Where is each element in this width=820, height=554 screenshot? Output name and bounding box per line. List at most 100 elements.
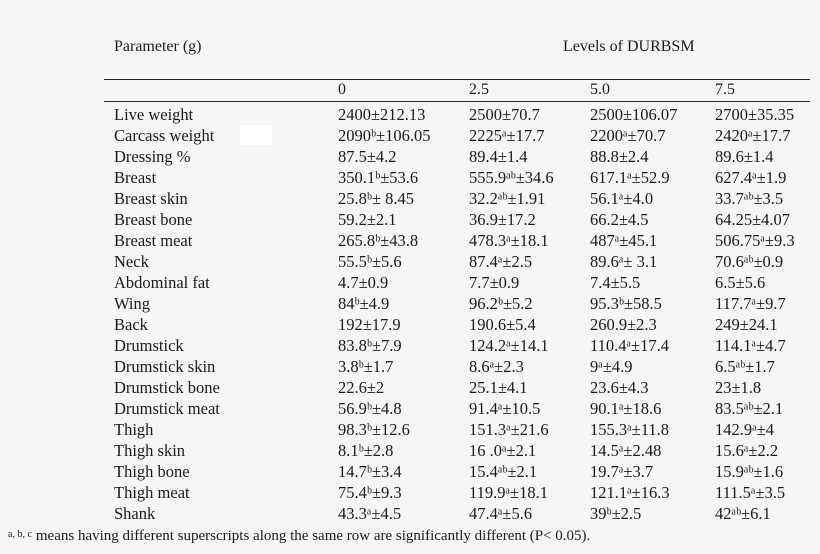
- cell: 91.4ᵃ±10.5: [469, 399, 541, 418]
- table-row: Dressing % 87.5±4.2 89.4±1.4 88.8±2.4 89.6±1…: [0, 146, 820, 167]
- table-row: Drumstick bone 22.6±2 25.1±4.1 23.6±4.3 23±1…: [0, 377, 820, 398]
- cell: 25.1±4.1: [469, 378, 528, 397]
- cell: 19.7ᵃ±3.7: [590, 462, 654, 481]
- cell: 39ᵇ±2.5: [590, 504, 642, 523]
- cell: 42ᵃᵇ±6.1: [715, 504, 771, 523]
- rule-top: [104, 79, 810, 81]
- cell: 22.6±2: [338, 378, 385, 397]
- cell: 89.4±1.4: [469, 147, 528, 166]
- table-row: Thigh 98.3ᵇ±12.6 151.3ᵃ±21.6 155.3ᵃ±11.8 142…: [0, 419, 820, 440]
- row-label: Drumstick skin: [114, 357, 216, 376]
- cell: 110.4ᵃ±17.4: [590, 336, 669, 355]
- cell: 15.6ᵃ±2.2: [715, 441, 779, 460]
- cell: 95.3ᵇ±58.5: [590, 294, 662, 313]
- cell: 15.4ᵃᵇ±2.1: [469, 462, 538, 481]
- cell: 2225ᵃ±17.7: [469, 126, 545, 145]
- cell: 83.5ᵃᵇ±2.1: [715, 399, 784, 418]
- cell: 75.4ᵇ±9.3: [338, 483, 402, 502]
- cell: 66.2±4.5: [590, 210, 649, 229]
- cell: 7.4±5.5: [590, 273, 641, 292]
- cell: 2200ᵃ±70.7: [590, 126, 666, 145]
- cell: 56.9ᵇ±4.8: [338, 399, 402, 418]
- table-row: Neck 55.5ᵇ±5.6 87.4ᵃ±2.5 89.6ᵃ± 3.1 70.6ᵃᵇ±0…: [0, 251, 820, 272]
- cell: 59.2±2.1: [338, 210, 397, 229]
- cell: 2090ᵇ±106.05: [338, 126, 431, 145]
- cell: 260.9±2.3: [590, 315, 657, 334]
- cell: 117.7ᵃ±9.7: [715, 294, 786, 313]
- rule-mid: [104, 101, 810, 103]
- cell: 249±24.1: [715, 315, 778, 334]
- footnote-marks: a, b, c: [8, 529, 32, 540]
- table-row: Abdominal fat 4.7±0.9 7.7±0.9 7.4±5.5 6.5±5.…: [0, 272, 820, 293]
- level-2-5: 2.5: [469, 81, 489, 98]
- cell: 89.6ᵃ± 3.1: [590, 252, 658, 271]
- cell: 96.2ᵇ±5.2: [469, 294, 533, 313]
- table-row: Thigh bone 14.7ᵇ±3.4 15.4ᵃᵇ±2.1 19.7ᵃ±3.7 15…: [0, 461, 820, 482]
- cell: 487ᵃ±45.1: [590, 231, 658, 250]
- cell: 617.1ᵃ±52.9: [590, 168, 670, 187]
- row-label: Breast: [114, 168, 157, 187]
- cell: 83.8ᵇ±7.9: [338, 336, 402, 355]
- table-header-parameter: Parameter (g): [114, 38, 202, 55]
- row-label: Neck: [114, 252, 149, 271]
- row-label: Abdominal fat: [114, 273, 210, 292]
- cell: 32.2ᵃᵇ±1.91: [469, 189, 546, 208]
- cell: 111.5ᵃ±3.5: [715, 483, 786, 502]
- row-label: Live weight: [114, 105, 194, 124]
- table-row: Live weight 2400±212.13 2500±70.7 2500±106.…: [0, 104, 820, 125]
- cell: 265.8ᵇ±43.8: [338, 231, 419, 250]
- cell: 70.6ᵃᵇ±0.9: [715, 252, 784, 271]
- cell: 627.4ᵃ±1.9: [715, 168, 787, 187]
- footnote: a, b, c means having different superscrip…: [8, 528, 590, 545]
- cell: 33.7ᵃᵇ±3.5: [715, 189, 784, 208]
- table-row: Thigh meat 75.4ᵇ±9.3 119.9ᵃ±18.1 121.1ᵃ±16.…: [0, 482, 820, 503]
- cell: 2420ᵃ±17.7: [715, 126, 791, 145]
- cell: 2700±35.35: [715, 105, 795, 124]
- cell: 9ᵃ±4.9: [590, 357, 633, 376]
- cell: 15.9ᵃᵇ±1.6: [715, 462, 784, 481]
- cell: 119.9ᵃ±18.1: [469, 483, 548, 502]
- row-label: Wing: [114, 294, 150, 313]
- table-row: Shank 43.3ᵃ±4.5 47.4ᵃ±5.6 39ᵇ±2.5 42ᵃᵇ±6.1: [0, 503, 820, 524]
- cell: 506.75ᵃ±9.3: [715, 231, 795, 250]
- cell: 2500±70.7: [469, 105, 540, 124]
- level-5-0: 5.0: [590, 81, 610, 98]
- cell: 155.3ᵃ±11.8: [590, 420, 669, 439]
- cell: 6.5ᵃᵇ±1.7: [715, 357, 775, 376]
- cell: 90.1ᵃ±18.6: [590, 399, 662, 418]
- cell: 142.9ᵃ±4: [715, 420, 774, 439]
- cell: 47.4ᵃ±5.6: [469, 504, 533, 523]
- cell: 87.4ᵃ±2.5: [469, 252, 533, 271]
- table-header-levels: Levels of DURBSM: [563, 38, 695, 55]
- table-row: Breast skin 25.8ᵇ± 8.45 32.2ᵃᵇ±1.91 56.1ᵃ±4…: [0, 188, 820, 209]
- white-patch: [240, 125, 272, 145]
- cell: 56.1ᵃ±4.0: [590, 189, 654, 208]
- row-label: Thigh: [114, 420, 154, 439]
- cell: 124.2ᵃ±14.1: [469, 336, 549, 355]
- table-row: Breast meat 265.8ᵇ±43.8 478.3ᵃ±18.1 487ᵃ±45…: [0, 230, 820, 251]
- table-row: Drumstick meat 56.9ᵇ±4.8 91.4ᵃ±10.5 90.1ᵃ±1…: [0, 398, 820, 419]
- row-label: Breast skin: [114, 189, 188, 208]
- cell: 151.3ᵃ±21.6: [469, 420, 549, 439]
- cell: 192±17.9: [338, 315, 401, 334]
- cell: 98.3ᵇ±12.6: [338, 420, 410, 439]
- cell: 55.5ᵇ±5.6: [338, 252, 402, 271]
- table-row: Breast 350.1ᵇ±53.6 555.9ᵃᵇ±34.6 617.1ᵃ±52.9…: [0, 167, 820, 188]
- cell: 7.7±0.9: [469, 273, 520, 292]
- cell: 25.8ᵇ± 8.45: [338, 189, 415, 208]
- cell: 478.3ᵃ±18.1: [469, 231, 549, 250]
- row-label: Drumstick: [114, 336, 184, 355]
- row-label: Dressing %: [114, 147, 191, 166]
- table-row: Wing 84ᵇ±4.9 96.2ᵇ±5.2 95.3ᵇ±58.5 117.7ᵃ±9.7: [0, 293, 820, 314]
- cell: 121.1ᵃ±16.3: [590, 483, 670, 502]
- level-0: 0: [338, 81, 346, 98]
- table-row: Drumstick 83.8ᵇ±7.9 124.2ᵃ±14.1 110.4ᵃ±17.4…: [0, 335, 820, 356]
- cell: 23±1.8: [715, 378, 762, 397]
- table-row: Breast bone 59.2±2.1 36.9±17.2 66.2±4.5 64.2…: [0, 209, 820, 230]
- cell: 36.9±17.2: [469, 210, 536, 229]
- footnote-text: means having different superscripts alon…: [35, 528, 591, 544]
- cell: 8.1ᵇ±2.8: [338, 441, 394, 460]
- cell: 8.6ᵃ±2.3: [469, 357, 524, 376]
- row-label: Carcass weight: [114, 126, 215, 145]
- level-7-5: 7.5: [715, 81, 735, 98]
